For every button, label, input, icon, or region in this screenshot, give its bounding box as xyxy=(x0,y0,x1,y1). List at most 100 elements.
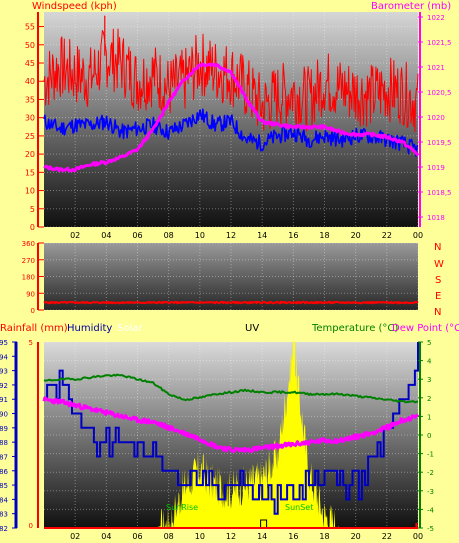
bottom-x-tick-label-10: 10 xyxy=(195,532,205,541)
wind-tick-label-30: 30 xyxy=(25,114,35,123)
bottom-x-tick-label-20: 20 xyxy=(351,532,361,541)
baro-tick-label-1018: 1018 xyxy=(427,214,445,222)
bottom-x-tick-label-18: 18 xyxy=(319,532,329,541)
top-x-tick-label-20: 20 xyxy=(351,231,361,240)
wind-tick-label-5: 5 xyxy=(30,205,35,214)
hum-tick-label-92: 92 xyxy=(0,382,8,390)
bottom-x-tick-label-16: 16 xyxy=(288,532,298,541)
rain-tick-label-5: 5 xyxy=(29,339,33,347)
dewpoint-series-line xyxy=(42,396,420,454)
uv-label: UV xyxy=(245,323,259,334)
solar-label: Solar xyxy=(117,323,143,334)
temp-tick-label-5: 5 xyxy=(427,339,431,347)
top-x-tick-label-10: 10 xyxy=(195,231,205,240)
temp-tick-label--3: -3 xyxy=(427,488,434,496)
dir-tick-label-90: 90 xyxy=(26,290,35,298)
windspeed-label: Windspeed (kph) xyxy=(32,1,117,12)
dir-tick-label-0: 0 xyxy=(31,307,35,315)
rain-tick-label-0: 0 xyxy=(29,522,33,530)
bottom-x-tick-label-02: 02 xyxy=(70,532,80,541)
chart-marks xyxy=(42,15,420,529)
rainfall-label: Rainfall (mm) xyxy=(0,323,68,334)
direction-label-n: N xyxy=(434,242,441,253)
hum-tick-label-87: 87 xyxy=(0,453,8,461)
wind-tick-label-20: 20 xyxy=(25,150,35,159)
gust-series-line xyxy=(43,28,419,133)
dir-tick-label-270: 270 xyxy=(22,257,35,265)
temperature-series-line xyxy=(43,373,418,404)
temp-tick-label-1: 1 xyxy=(427,413,431,421)
hum-tick-label-86: 86 xyxy=(0,468,9,476)
direction-label-w: W xyxy=(434,259,444,270)
baro-tick-label-1019: 1019 xyxy=(427,164,445,172)
dewpoint-label: Dew Point (°C) xyxy=(392,323,459,334)
barometer-label: Barometer (mb) xyxy=(371,1,451,12)
wind-tick-label-25: 25 xyxy=(25,132,35,141)
baro-tick-label-1020: 1020 xyxy=(427,114,445,122)
temp-tick-label-0: 0 xyxy=(427,432,431,440)
humidity-series-line xyxy=(44,342,419,515)
hum-tick-label-85: 85 xyxy=(0,482,8,490)
dir-tick-label-360: 360 xyxy=(22,240,35,248)
sunset-annotation: SunSet xyxy=(285,503,313,512)
wind-tick-label-15: 15 xyxy=(25,168,35,177)
top-x-tick-label-16: 16 xyxy=(288,231,298,240)
temperature-label: Temperature (°C) xyxy=(311,323,398,334)
direction-label-n2: N xyxy=(434,307,441,318)
hum-tick-label-93: 93 xyxy=(0,368,8,376)
hum-tick-label-84: 84 xyxy=(0,496,9,504)
bottom-x-tick-label-08: 08 xyxy=(164,532,174,541)
sunrise-annotation: SunRise xyxy=(166,503,198,512)
hum-tick-label-83: 83 xyxy=(0,511,8,519)
temp-tick-label--4: -4 xyxy=(427,506,435,514)
top-x-tick-label-06: 06 xyxy=(132,231,142,240)
bottom-x-tick-label-12: 12 xyxy=(226,532,236,541)
baro-tick-label-1022: 1022 xyxy=(427,14,445,22)
temp-tick-label--5: -5 xyxy=(427,525,434,533)
wind-tick-label-10: 10 xyxy=(25,187,35,196)
baro-tick-label-1018,5: 1018,5 xyxy=(427,189,452,197)
hum-tick-label-88: 88 xyxy=(0,439,8,447)
hum-tick-label-82: 82 xyxy=(0,525,8,533)
wind-tick-label-35: 35 xyxy=(25,95,35,104)
temp-tick-label--2: -2 xyxy=(427,469,434,477)
dir-tick-label-180: 180 xyxy=(22,274,35,282)
baro-tick-label-1021: 1021 xyxy=(427,64,445,72)
top-x-tick-label-22: 22 xyxy=(382,231,392,240)
baro-tick-label-1021,5: 1021,5 xyxy=(427,39,452,47)
humidity-label: Humidity xyxy=(67,323,112,334)
top-x-tick-label-04: 04 xyxy=(101,231,111,240)
temp-tick-label-2: 2 xyxy=(427,395,431,403)
hum-tick-label-90: 90 xyxy=(0,411,8,419)
wind-tick-label-45: 45 xyxy=(25,59,35,68)
bottom-x-tick-label-04: 04 xyxy=(101,532,111,541)
bottom-x-tick-label-00: 00 xyxy=(413,532,423,541)
bottom-x-tick-label-14: 14 xyxy=(257,532,267,541)
bottom-x-tick-label-06: 06 xyxy=(132,532,142,541)
direction-panel-background xyxy=(44,243,418,310)
grid-lines xyxy=(44,12,419,529)
top-x-tick-label-12: 12 xyxy=(226,231,236,240)
top-x-tick-label-00: 00 xyxy=(413,231,423,240)
temp-tick-label-3: 3 xyxy=(427,376,431,384)
wind-tick-label-40: 40 xyxy=(25,77,35,86)
hum-tick-label-95: 95 xyxy=(0,339,8,347)
wind-tick-label-0: 0 xyxy=(30,223,35,232)
hum-tick-label-91: 91 xyxy=(0,396,8,404)
wind-tick-label-50: 50 xyxy=(25,41,35,50)
hum-tick-label-89: 89 xyxy=(0,425,8,433)
barometer-series-line xyxy=(43,62,420,173)
axes: 051015202530354045505510181018,510191019… xyxy=(0,12,452,541)
baro-tick-label-1020,5: 1020,5 xyxy=(427,89,452,97)
temp-tick-label-4: 4 xyxy=(427,358,432,366)
direction-series-line xyxy=(43,300,419,305)
top-x-tick-label-08: 08 xyxy=(164,231,174,240)
baro-tick-label-1019,5: 1019,5 xyxy=(427,139,452,147)
direction-label-e: E xyxy=(435,291,441,302)
direction-label-s: S xyxy=(435,275,441,286)
wind-tick-label-55: 55 xyxy=(25,23,35,32)
top-x-tick-label-14: 14 xyxy=(257,231,267,240)
top-x-tick-label-18: 18 xyxy=(319,231,329,240)
